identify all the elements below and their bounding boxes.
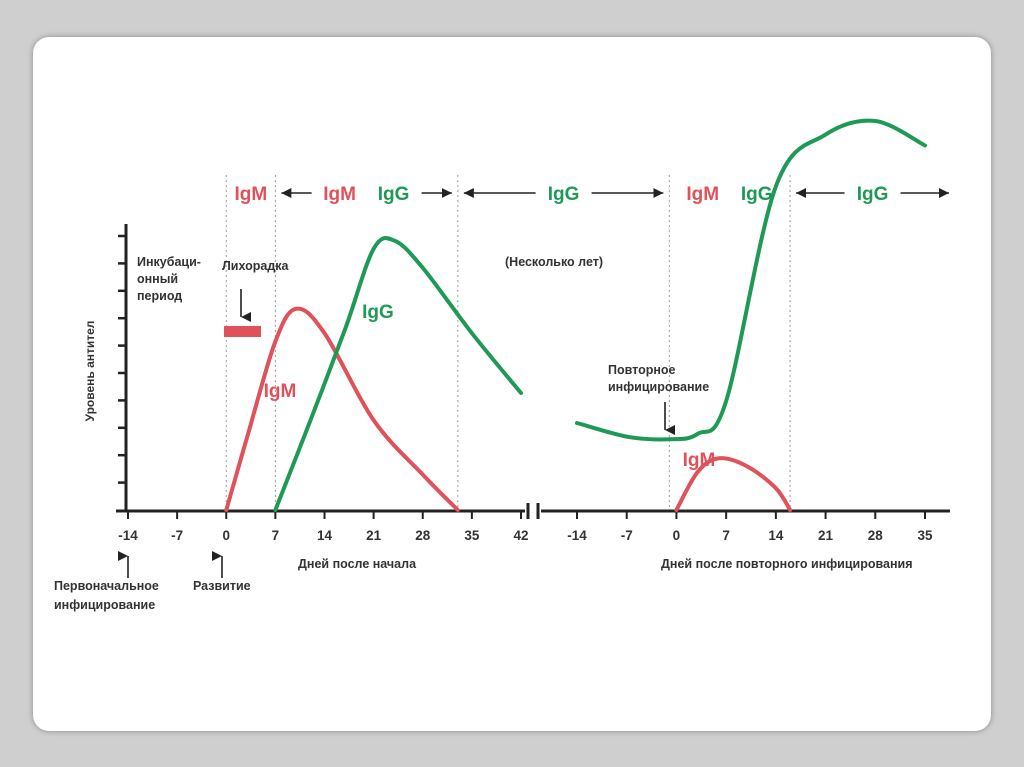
- axes: [116, 224, 950, 519]
- x-tick-label-secondary: 35: [917, 528, 933, 543]
- tick-labels: -14 -7 0 7 14 21 28 35 42 -14 -7 0 7 14 21 28 35: [118, 528, 933, 543]
- series-igm-secondary: [674, 456, 793, 512]
- several-years-label: (Несколько лет): [505, 255, 603, 269]
- incubation-label-line3: период: [137, 289, 182, 303]
- incubation-label-line2: онный: [137, 272, 178, 286]
- fever-label: Лихорадка: [222, 259, 290, 273]
- curve-label-igm: IgM: [683, 450, 716, 471]
- header-label-igm: IgM: [686, 184, 719, 205]
- x-tick-label-primary: 35: [464, 528, 480, 543]
- curve-label-igg: IgG: [362, 302, 394, 323]
- x-tick-label-primary: -7: [171, 528, 183, 543]
- x-tick-label-secondary: -14: [567, 528, 587, 543]
- x-tick-label-secondary: 14: [768, 528, 784, 543]
- reinfection-label-line1: Повторное: [608, 363, 676, 377]
- header-label-igg: IgG: [548, 184, 580, 205]
- annotations: Уровень антител Инкубаци- онный период Л…: [54, 255, 913, 612]
- reinfection-label-line2: инфицирование: [608, 380, 709, 394]
- x-tick-label-secondary: 0: [673, 528, 681, 543]
- curve-label-igm: IgM: [264, 381, 297, 402]
- header-label-igg: IgG: [378, 184, 410, 205]
- x-tick-label-primary: 42: [513, 528, 528, 543]
- x-tick-label-primary: 14: [317, 528, 333, 543]
- onset-label: Развитие: [193, 579, 251, 593]
- x-tick-label-secondary: -7: [621, 528, 633, 543]
- x-axis-label-primary: Дней после начала: [298, 557, 417, 571]
- fever-bar: [224, 326, 261, 337]
- x-tick-label-primary: 7: [272, 528, 280, 543]
- x-tick-label-primary: -14: [118, 528, 138, 543]
- x-tick-label-secondary: 28: [868, 528, 884, 543]
- initial-infection-label-line2: инфицирование: [54, 598, 155, 612]
- x-tick-label-primary: 28: [415, 528, 431, 543]
- x-axis-label-secondary: Дней после повторного инфицирования: [661, 557, 913, 571]
- header-label-igm: IgM: [323, 184, 356, 205]
- x-tick-label-primary: 0: [222, 528, 230, 543]
- x-tick-label-secondary: 7: [722, 528, 730, 543]
- series-igg-primary: [273, 236, 523, 512]
- x-tick-label-primary: 21: [366, 528, 382, 543]
- curves: IgG IgM IgM: [224, 118, 927, 512]
- series-igm-primary: [224, 306, 460, 512]
- phase-dividers: [225, 175, 791, 510]
- header-label-igg: IgG: [741, 184, 773, 205]
- incubation-label-line1: Инкубаци-: [137, 255, 201, 269]
- x-tick-label-secondary: 21: [818, 528, 834, 543]
- series-igg-secondary: [575, 118, 927, 442]
- initial-infection-label-line1: Первоначальное: [54, 579, 159, 593]
- y-axis-label: Уровень антител: [83, 321, 97, 422]
- header-label-igm: IgM: [234, 184, 267, 205]
- header-label-igg: IgG: [857, 184, 889, 205]
- header-labels: IgM IgM IgG IgG IgM IgG IgG: [234, 184, 949, 205]
